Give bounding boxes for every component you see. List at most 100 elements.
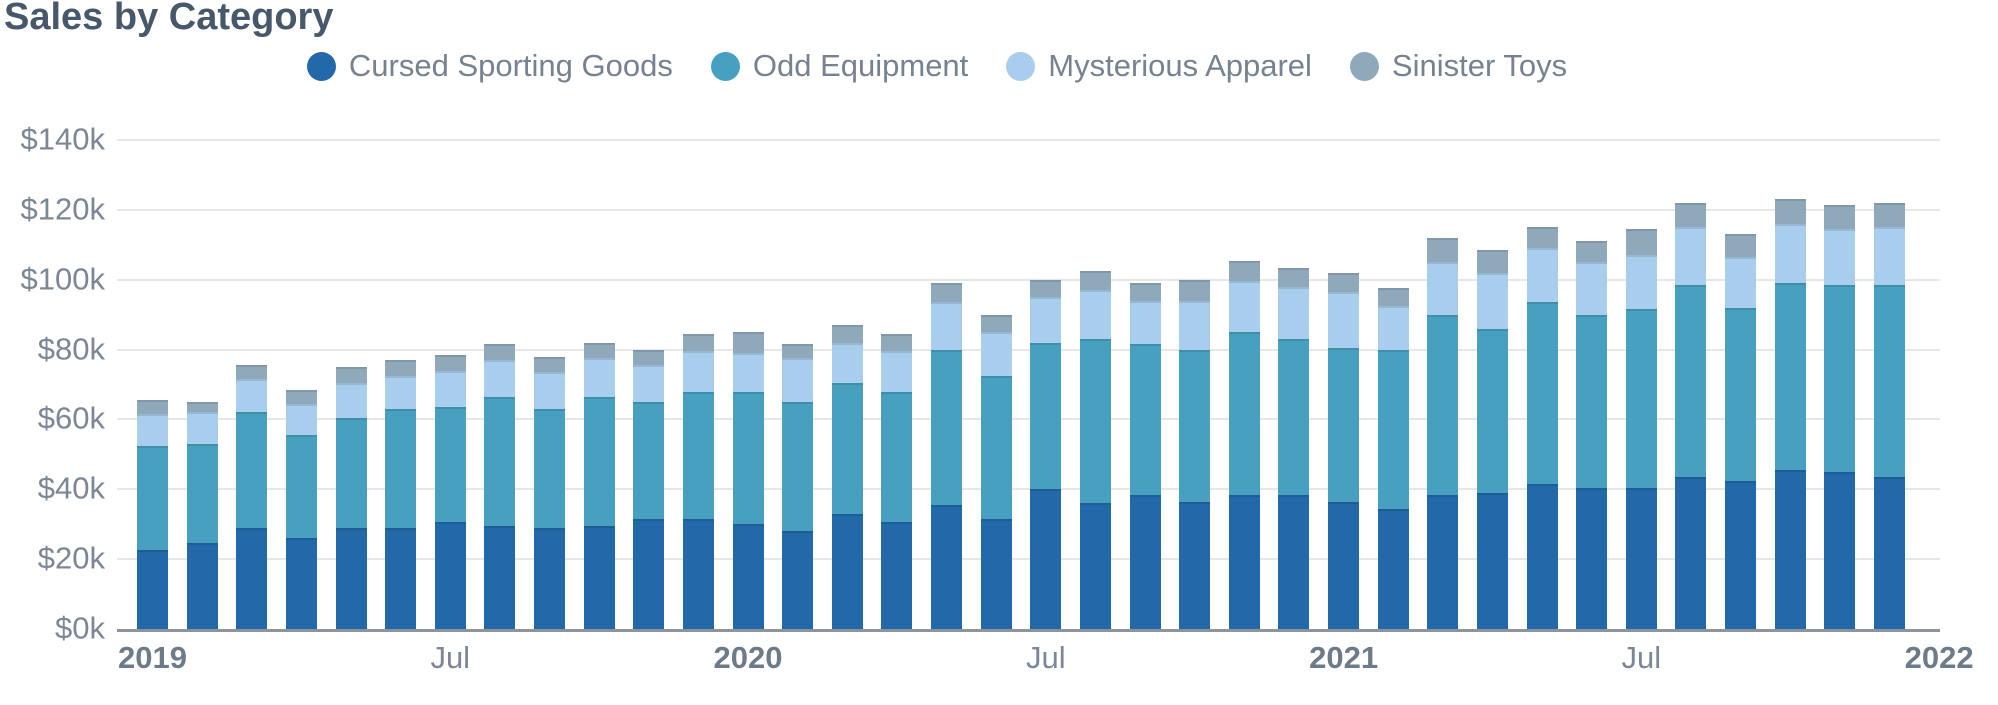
- legend-item-odd-equipment[interactable]: Odd Equipment: [710, 48, 969, 84]
- bar-segment-sinister-toys: [980, 314, 1012, 333]
- bar-segment-odd-equipment: [1278, 339, 1310, 495]
- bar-segment-cursed-sporting-goods: [633, 518, 665, 629]
- bar-sep-2020[interactable]: [1129, 140, 1161, 629]
- bar-segment-sinister-toys: [434, 354, 466, 371]
- bar-aug-2020[interactable]: [1079, 140, 1111, 629]
- bar-segment-sinister-toys: [732, 332, 764, 354]
- gridline: [117, 418, 1940, 421]
- bar-jun-2019[interactable]: [385, 140, 417, 629]
- bar-dec-2020[interactable]: [1278, 140, 1310, 629]
- bar-jan-2019[interactable]: [137, 140, 168, 629]
- bar-segment-cursed-sporting-goods: [1675, 477, 1707, 629]
- bar-segment-odd-equipment: [931, 349, 962, 506]
- bar-segment-mysterious-apparel: [335, 382, 367, 418]
- legend-swatch-icon: [306, 51, 336, 81]
- bar-segment-sinister-toys: [633, 349, 665, 366]
- bar-feb-2019[interactable]: [186, 140, 218, 629]
- bar-nov-2020[interactable]: [1228, 140, 1260, 629]
- bar-segment-cursed-sporting-goods: [1427, 494, 1459, 629]
- bar-mar-2019[interactable]: [236, 140, 268, 629]
- bar-jul-2020[interactable]: [1030, 140, 1062, 629]
- bar-segment-cursed-sporting-goods: [1576, 487, 1608, 629]
- bar-segment-mysterious-apparel: [682, 351, 714, 392]
- bar-segment-mysterious-apparel: [1328, 291, 1359, 348]
- bar-segment-sinister-toys: [385, 360, 417, 376]
- bar-segment-odd-equipment: [1179, 349, 1211, 502]
- bar-segment-cursed-sporting-goods: [682, 518, 714, 629]
- bar-dec-2019[interactable]: [682, 140, 714, 629]
- bar-may-2019[interactable]: [335, 140, 367, 629]
- bar-segment-mysterious-apparel: [1774, 223, 1806, 284]
- bar-segment-sinister-toys: [782, 344, 814, 359]
- bar-mar-2020[interactable]: [831, 140, 863, 629]
- bar-may-2021[interactable]: [1526, 140, 1558, 629]
- bar-segment-odd-equipment: [236, 412, 268, 528]
- bar-oct-2021[interactable]: [1774, 140, 1806, 629]
- bar-nov-2019[interactable]: [633, 140, 665, 629]
- bar-segment-odd-equipment: [385, 408, 417, 528]
- bar-feb-2020[interactable]: [782, 140, 814, 629]
- bar-segment-mysterious-apparel: [1278, 286, 1310, 340]
- bar-aug-2021[interactable]: [1675, 140, 1707, 629]
- y-axis-tick-label: $80k: [37, 330, 105, 366]
- bar-segment-mysterious-apparel: [285, 403, 317, 436]
- bar-jun-2020[interactable]: [980, 140, 1012, 629]
- bar-sep-2019[interactable]: [534, 140, 565, 629]
- legend-label: Cursed Sporting Goods: [348, 48, 673, 83]
- y-axis-tick-label: $140k: [20, 121, 105, 157]
- bar-segment-odd-equipment: [484, 396, 516, 526]
- bar-jan-2021[interactable]: [1328, 140, 1359, 629]
- bar-segment-odd-equipment: [186, 443, 218, 544]
- bar-segment-sinister-toys: [534, 356, 565, 373]
- bar-jun-2021[interactable]: [1576, 140, 1608, 629]
- legend-item-mysterious-apparel[interactable]: Mysterious Apparel: [1006, 48, 1312, 84]
- bar-apr-2019[interactable]: [285, 140, 317, 629]
- gridline: [117, 278, 1940, 281]
- y-axis-tick-label: $0k: [55, 610, 105, 646]
- bar-apr-2020[interactable]: [881, 140, 913, 629]
- bar-dec-2021[interactable]: [1873, 140, 1905, 629]
- bar-segment-cursed-sporting-goods: [1873, 477, 1905, 629]
- bar-may-2020[interactable]: [931, 140, 962, 629]
- bar-segment-cursed-sporting-goods: [881, 522, 913, 629]
- bar-segment-cursed-sporting-goods: [285, 538, 317, 629]
- bar-sep-2021[interactable]: [1725, 140, 1756, 629]
- bar-oct-2020[interactable]: [1179, 140, 1211, 629]
- y-axis-tick-label: $40k: [37, 470, 105, 506]
- bar-segment-odd-equipment: [1030, 342, 1062, 490]
- page-title: Sales by Category: [4, 0, 334, 38]
- legend-label: Sinister Toys: [1391, 48, 1568, 83]
- bar-segment-odd-equipment: [137, 445, 168, 551]
- bar-segment-odd-equipment: [335, 417, 367, 528]
- bar-nov-2021[interactable]: [1824, 140, 1856, 629]
- bar-segment-odd-equipment: [682, 391, 714, 519]
- bar-segment-mysterious-apparel: [1228, 281, 1260, 333]
- bar-segment-cursed-sporting-goods: [980, 518, 1012, 629]
- legend-swatch-icon: [1006, 51, 1036, 81]
- bar-feb-2021[interactable]: [1377, 140, 1409, 629]
- bar-segment-sinister-toys: [1625, 229, 1657, 256]
- bar-segment-cursed-sporting-goods: [1030, 489, 1062, 629]
- bar-jul-2021[interactable]: [1625, 140, 1657, 629]
- legend-label: Odd Equipment: [752, 48, 969, 83]
- legend-swatch-icon: [710, 51, 740, 81]
- bar-jan-2020[interactable]: [732, 140, 764, 629]
- bar-segment-mysterious-apparel: [1079, 290, 1111, 340]
- bar-segment-odd-equipment: [1129, 344, 1161, 495]
- bar-segment-mysterious-apparel: [1725, 257, 1756, 308]
- bar-jul-2019[interactable]: [434, 140, 466, 629]
- bar-aug-2019[interactable]: [484, 140, 516, 629]
- y-axis-tick-label: $60k: [37, 400, 105, 436]
- bar-oct-2019[interactable]: [583, 140, 615, 629]
- bar-apr-2021[interactable]: [1476, 140, 1508, 629]
- bar-segment-mysterious-apparel: [1129, 300, 1161, 345]
- y-axis-tick-label: $120k: [20, 191, 105, 227]
- bar-segment-sinister-toys: [285, 389, 317, 404]
- legend-item-cursed-sporting-goods[interactable]: Cursed Sporting Goods: [306, 48, 673, 84]
- bar-segment-odd-equipment: [1824, 284, 1856, 472]
- bar-segment-odd-equipment: [1625, 309, 1657, 488]
- bar-segment-odd-equipment: [881, 391, 913, 523]
- bar-mar-2021[interactable]: [1427, 140, 1459, 629]
- legend-item-sinister-toys[interactable]: Sinister Toys: [1349, 48, 1568, 84]
